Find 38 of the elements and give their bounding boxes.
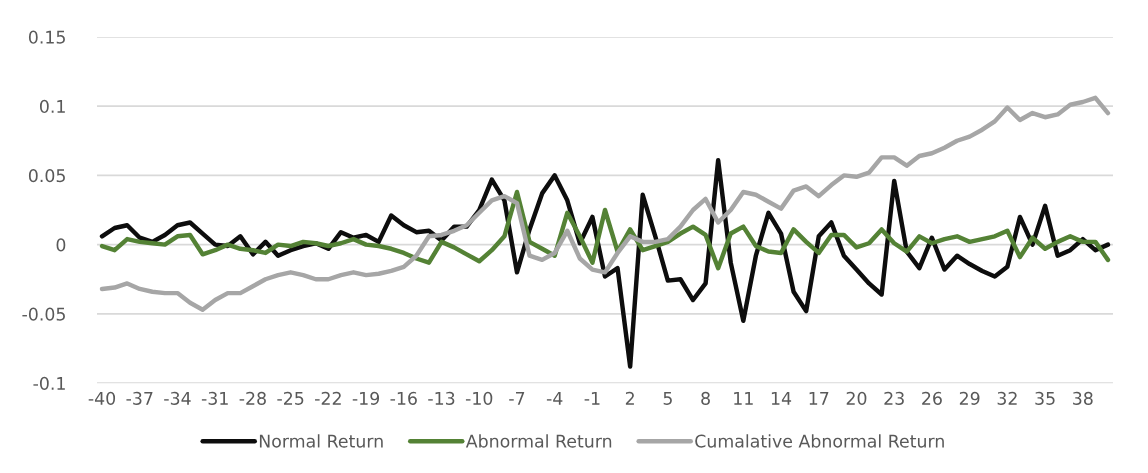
x-tick-label: 2 bbox=[625, 391, 634, 405]
legend-label: Normal Return bbox=[259, 434, 383, 448]
x-tick-label: -7 bbox=[509, 392, 525, 405]
x-tick-label: 20 bbox=[846, 391, 867, 405]
x-tick-label: -31 bbox=[201, 391, 228, 405]
x-tick-label: -34 bbox=[164, 391, 191, 405]
x-tick-label: -10 bbox=[465, 391, 493, 405]
x-tick-label: -4 bbox=[546, 392, 563, 405]
y-tick-label: -0.1 bbox=[33, 376, 65, 390]
x-tick-label: 29 bbox=[959, 391, 980, 405]
legend-label: Cumalative Abnormal Return bbox=[695, 434, 944, 448]
line-series bbox=[99, 189, 1111, 271]
x-tick-label: -25 bbox=[277, 391, 304, 405]
legend-label: Abnormal Return bbox=[465, 434, 612, 448]
x-tick-label: 23 bbox=[884, 391, 904, 405]
x-tick-label: -19 bbox=[352, 391, 380, 405]
line-series bbox=[99, 95, 1111, 312]
x-tick-label: 38 bbox=[1073, 391, 1093, 405]
y-tick-label: 0 bbox=[56, 238, 66, 252]
y-tick-label: 0.05 bbox=[28, 169, 65, 183]
x-tick-label: 26 bbox=[922, 391, 942, 405]
y-tick-label: 0.15 bbox=[28, 30, 65, 44]
x-tick-label: -22 bbox=[315, 391, 341, 405]
x-tick-label: -16 bbox=[390, 391, 417, 405]
x-tick-label: -13 bbox=[428, 391, 455, 405]
x-tick-label: 35 bbox=[1035, 391, 1055, 405]
y-tick-label: 0.1 bbox=[39, 99, 65, 113]
x-tick-label: -1 bbox=[584, 392, 600, 405]
x-tick-label: 17 bbox=[809, 392, 829, 405]
x-tick-label: 5 bbox=[663, 392, 672, 405]
x-tick-label: -28 bbox=[239, 391, 266, 405]
x-tick-label: -40 bbox=[88, 391, 116, 405]
x-tick-label: -37 bbox=[126, 391, 153, 405]
x-tick-label: 14 bbox=[771, 392, 792, 405]
x-tick-label: 8 bbox=[701, 391, 710, 405]
x-tick-label: 11 bbox=[734, 392, 753, 405]
y-tick-label: -0.05 bbox=[22, 307, 65, 321]
x-tick-label: 32 bbox=[997, 391, 1017, 405]
